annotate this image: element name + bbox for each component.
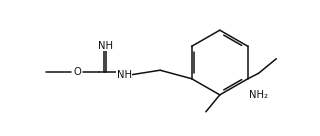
- Text: NH: NH: [98, 41, 113, 51]
- Text: NH₂: NH₂: [249, 90, 268, 100]
- Text: O: O: [73, 67, 81, 77]
- Text: NH: NH: [117, 70, 132, 80]
